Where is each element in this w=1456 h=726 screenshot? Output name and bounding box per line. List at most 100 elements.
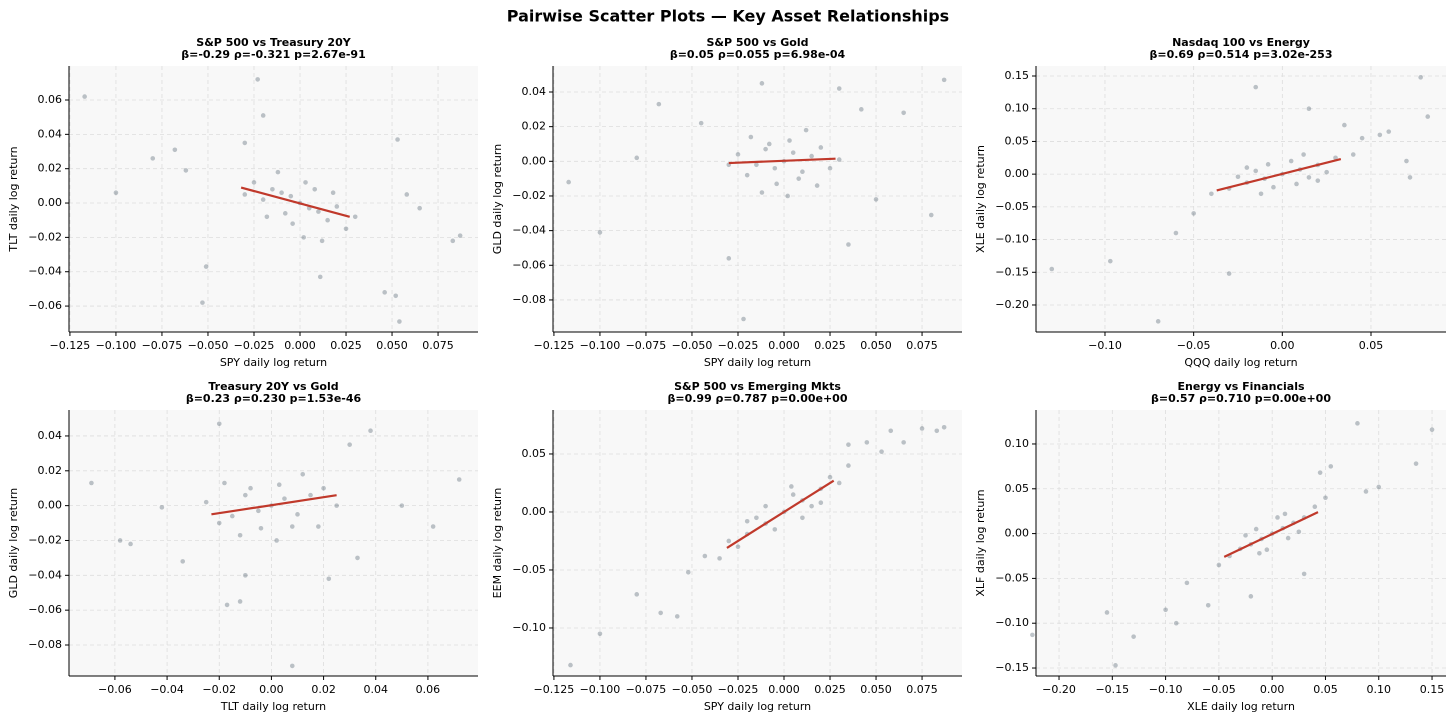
scatter-point (270, 186, 275, 192)
plot-background (553, 66, 962, 332)
y-tick-label: −0.06 (512, 258, 546, 271)
scatter-point (735, 152, 741, 157)
scatter-point (288, 193, 294, 199)
subplot-subtitle: β=0.99 ρ=0.787 p=0.00e+00 (668, 392, 848, 405)
scatter-point (685, 569, 691, 575)
scatter-point (82, 94, 87, 99)
subplot: −0.125 −0.100 −0.075 −0.050 −0.025 0.000 0.025… (491, 380, 962, 713)
scatter-point (248, 485, 253, 491)
scatter-point (1282, 511, 1288, 517)
x-tick-label: 0.04 (364, 683, 389, 696)
scatter-point (301, 235, 306, 240)
y-tick-label: 0.15 (1005, 69, 1030, 82)
y-tick-label: −0.05 (512, 563, 546, 576)
scatter-point (282, 211, 288, 216)
scatter-point (772, 165, 778, 171)
scatter-point (242, 140, 248, 146)
scatter-point (789, 484, 794, 489)
y-tick-label: 0.06 (38, 93, 63, 106)
scatter-point (809, 153, 814, 159)
x-tick-label: −0.075 (626, 683, 667, 696)
scatter-point (1288, 158, 1294, 164)
scatter-point (1317, 470, 1323, 475)
y-axis-label: GLD daily log return (7, 488, 20, 598)
scatter-point (674, 614, 680, 619)
scatter-point (279, 190, 284, 196)
scatter-point (759, 81, 765, 86)
scatter-point (827, 165, 833, 171)
scatter-point (343, 226, 349, 232)
scatter-point (809, 503, 814, 509)
scatter-point (251, 180, 257, 185)
x-tick-label: 0.050 (860, 683, 892, 696)
scatter-point (330, 190, 336, 196)
scatter-point (282, 496, 287, 501)
scatter-point (597, 230, 603, 235)
x-axis-label: TLT daily log return (220, 700, 326, 713)
scatter-point (787, 138, 792, 143)
x-axis-label: QQQ daily log return (1184, 356, 1297, 369)
scatter-point (597, 631, 603, 637)
scatter-point (888, 428, 894, 434)
scatter-point (1243, 533, 1248, 538)
scatter-point (741, 316, 746, 322)
scatter-point (919, 426, 925, 431)
scatter-point (222, 480, 227, 486)
subplot: −0.20 −0.15 −0.10 −0.05 0.00 0.05 0.10 0.15 −0.1… (974, 380, 1446, 713)
fit-line (728, 157, 836, 165)
y-tick-label: 0.02 (38, 162, 63, 175)
fit-line (726, 479, 835, 549)
scatter-point (1312, 504, 1318, 510)
y-tick-label: −0.10 (512, 621, 546, 634)
plot-background (69, 410, 478, 676)
scatter-point (180, 559, 186, 564)
scatter-point (1350, 152, 1356, 157)
scatter-point (836, 157, 842, 162)
scatter-point (1377, 132, 1383, 138)
scatter-point (326, 576, 332, 582)
scatter-point (1306, 175, 1312, 180)
scatter-point (1376, 484, 1382, 490)
subplot-title: S&P 500 vs Gold (707, 36, 809, 49)
scatter-point (1257, 551, 1262, 556)
scatter-point (321, 485, 326, 491)
x-tick-label: 0.075 (422, 339, 454, 352)
scatter-point (128, 541, 133, 547)
x-tick-label: 0.00 (1260, 683, 1285, 696)
scatter-point (150, 156, 156, 161)
x-tick-label: −0.050 (672, 339, 713, 352)
scatter-point (827, 474, 833, 480)
scatter-point (289, 663, 295, 669)
scatter-point (404, 192, 410, 197)
scatter-point (873, 197, 879, 202)
x-tick-label: 0.025 (814, 339, 846, 352)
subplot-subtitle: β=0.05 ρ=0.055 p=6.98e-04 (670, 48, 846, 61)
subplot: −0.125 −0.100 −0.075 −0.050 −0.025 0.000 0.025… (491, 36, 962, 369)
scatter-point (317, 274, 323, 280)
scatter-point (1264, 547, 1270, 553)
y-tick-label: −0.04 (28, 265, 62, 278)
x-tick-label: 0.10 (1367, 683, 1392, 696)
scatter-point (275, 169, 281, 175)
scatter-point (260, 113, 266, 118)
y-tick-label: 0.00 (38, 196, 63, 209)
scatter-point (1248, 594, 1254, 599)
scatter-point (1226, 271, 1232, 276)
x-axis-label: SPY daily log return (704, 356, 811, 369)
scatter-point (1407, 175, 1413, 180)
y-tick-label: −0.02 (512, 189, 546, 202)
scatter-point (790, 150, 796, 155)
scatter-point (879, 449, 884, 454)
x-tick-label: 0.075 (906, 683, 938, 696)
scatter-point (237, 599, 243, 604)
x-tick-label: 0.05 (1359, 339, 1384, 352)
scatter-point (846, 242, 851, 247)
scatter-point (1418, 75, 1423, 80)
scatter-point (818, 500, 824, 505)
subplot-subtitle: β=0.23 ρ=0.230 p=1.53e-46 (186, 392, 362, 405)
y-tick-label: 0.05 (522, 447, 547, 460)
scatter-point (658, 610, 663, 616)
subplot-title: S&P 500 vs Emerging Mkts (674, 380, 841, 393)
scatter-point (1173, 620, 1179, 626)
scatter-point (1205, 602, 1211, 608)
